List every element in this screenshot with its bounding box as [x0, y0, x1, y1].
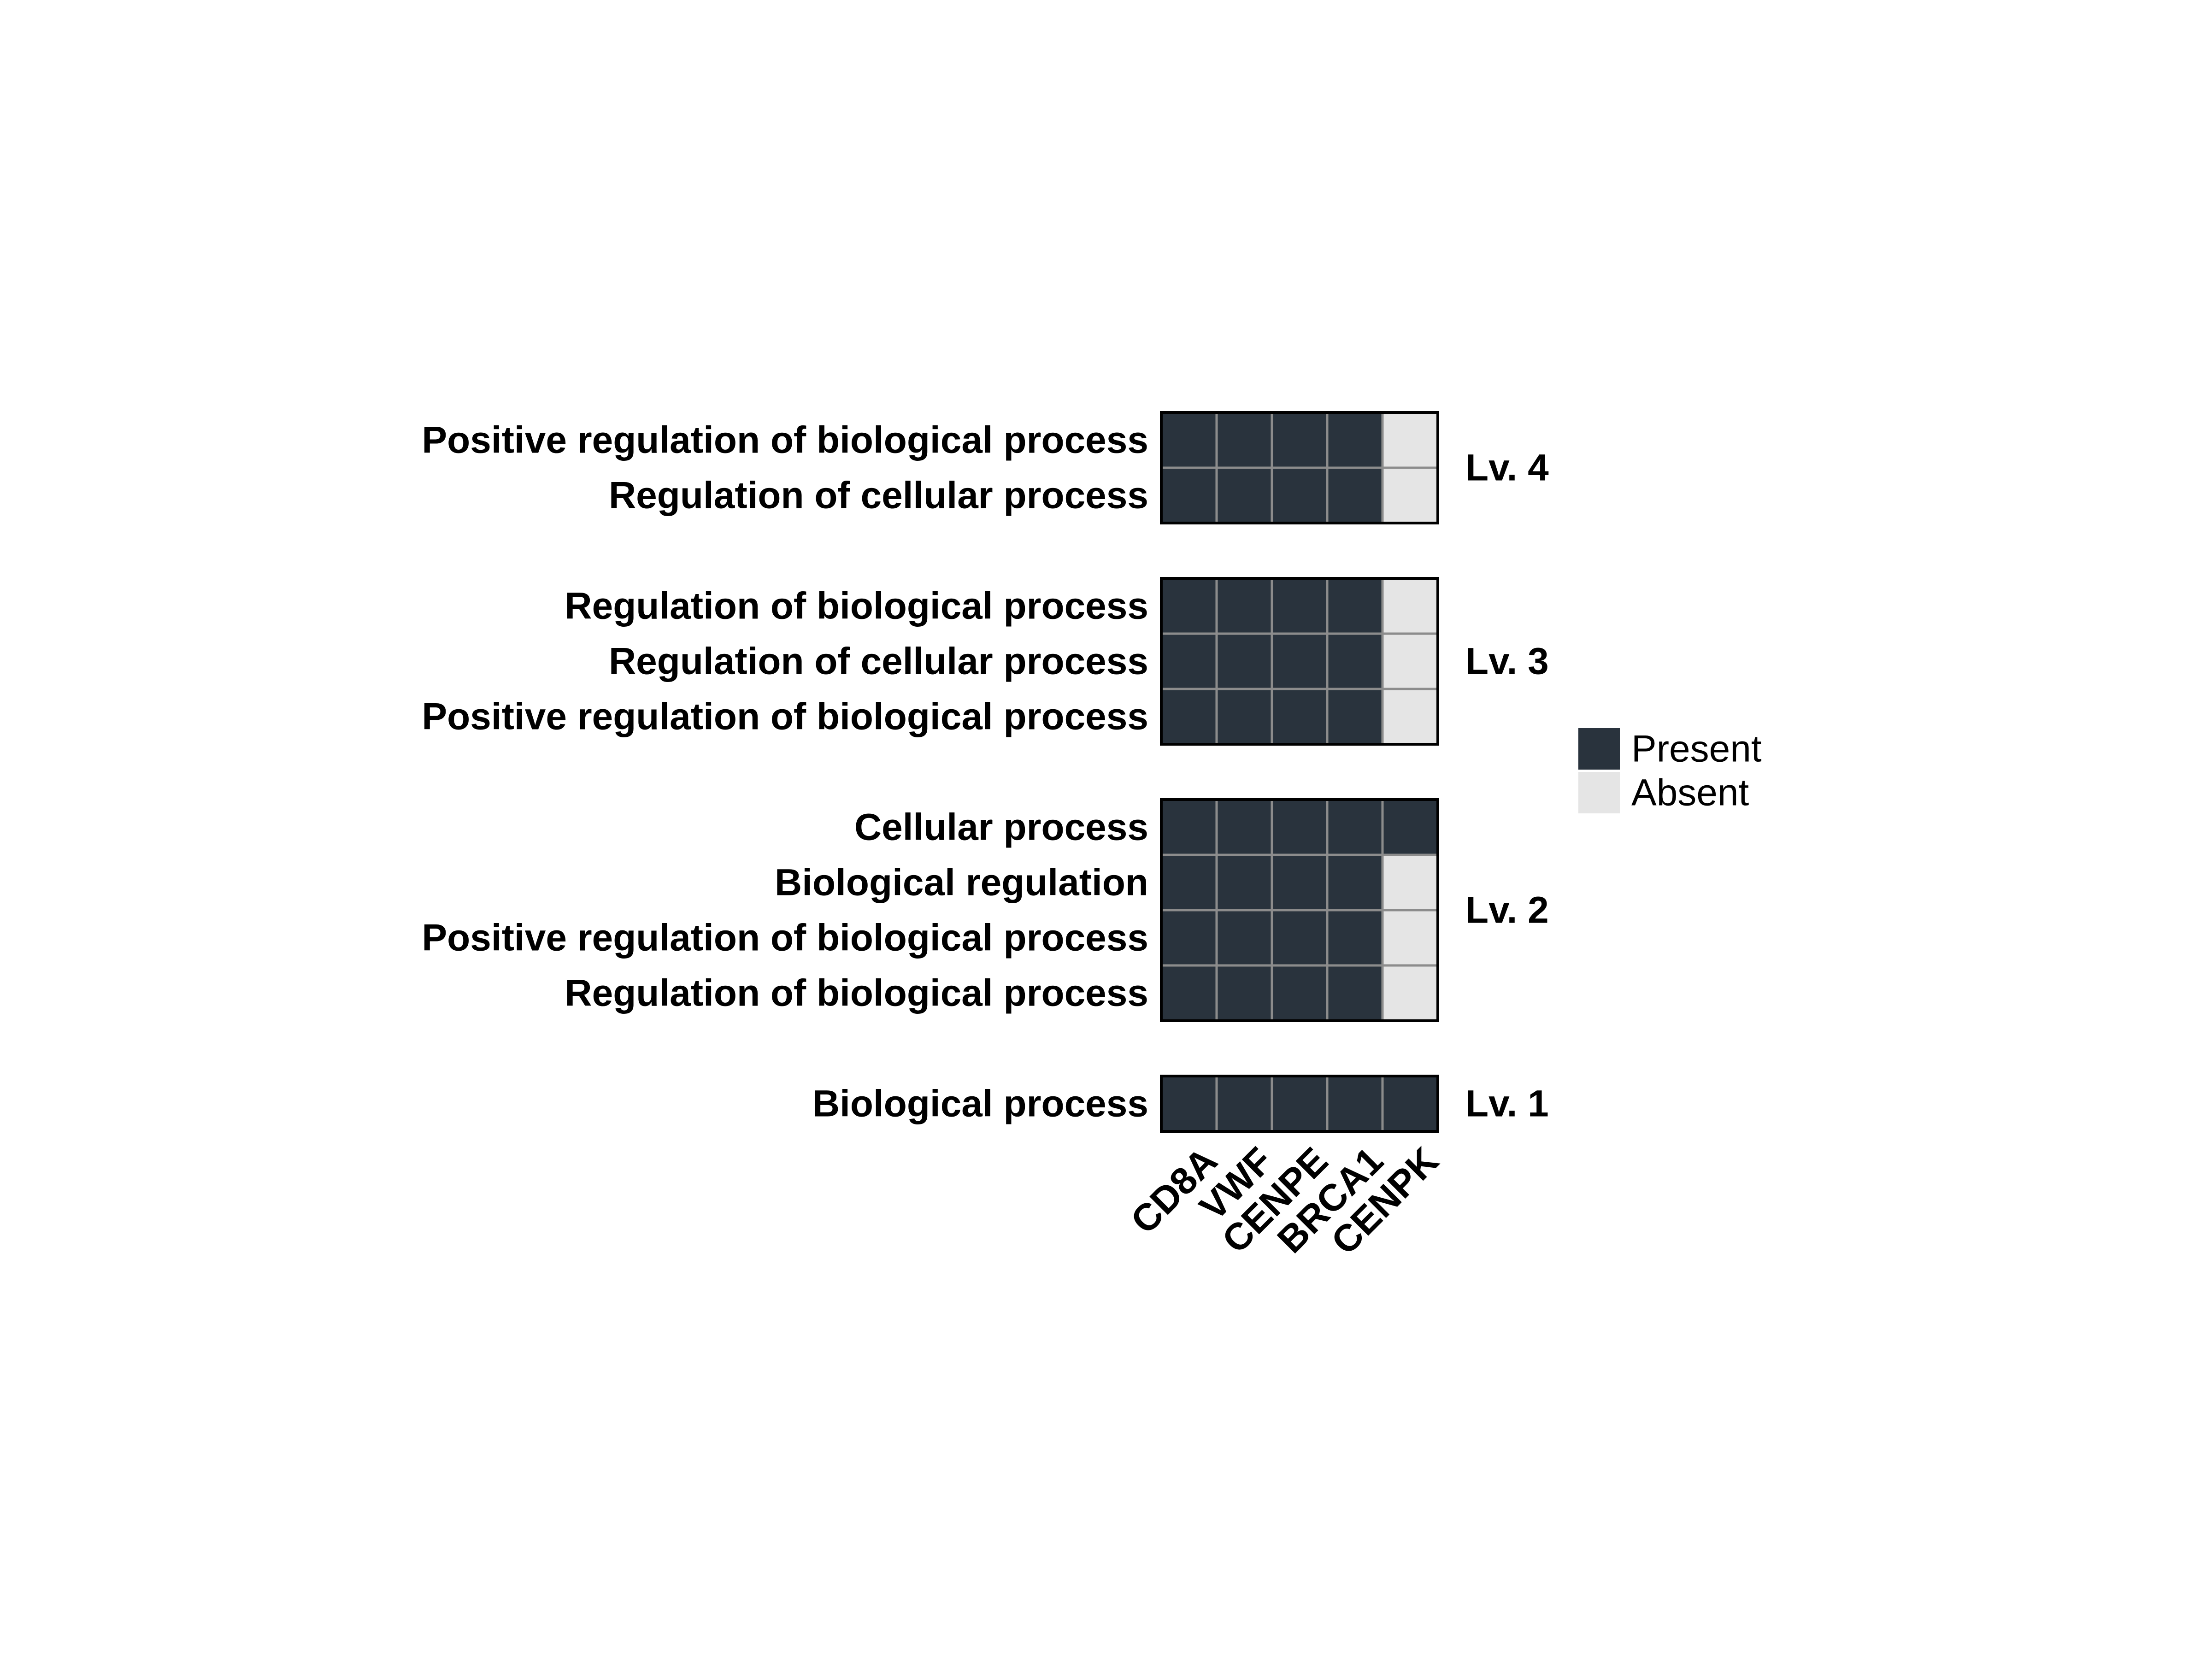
group-2: Cellular process Biological regulation Pos…: [422, 798, 1549, 1022]
heatmap-cell: [1326, 632, 1384, 690]
heatmap-cell: [1381, 853, 1439, 912]
heatmap-cell: [1381, 466, 1439, 524]
heatmap-cell: [1381, 964, 1439, 1022]
group-border: [1160, 1075, 1439, 1133]
heatmap-cell: [1160, 632, 1218, 690]
level-label: Lv. 1: [1465, 1083, 1549, 1125]
legend-label: Absent: [1631, 772, 1749, 814]
legend-label: Present: [1631, 728, 1762, 770]
row-label: Biological regulation: [775, 862, 1148, 904]
heatmap-cell: [1215, 466, 1273, 524]
level-label: Lv. 3: [1465, 641, 1549, 682]
heatmap-cell: [1215, 577, 1273, 635]
level-label: Lv. 2: [1465, 889, 1549, 931]
heatmap-cell: [1326, 411, 1384, 469]
heatmap-cell: [1215, 1075, 1273, 1133]
heatmap-cell: [1326, 466, 1384, 524]
group-3: Biological process Lv. 1: [812, 1075, 1549, 1133]
heatmap-cell: [1160, 964, 1218, 1022]
legend-swatch-present: [1578, 728, 1620, 770]
heatmap-cell: [1160, 688, 1218, 746]
heatmap-cell: [1326, 1075, 1384, 1133]
heatmap-cell: [1271, 798, 1329, 856]
group-border: [1160, 411, 1439, 524]
heatmap-cell: [1271, 688, 1329, 746]
heatmap-cell: [1215, 909, 1273, 967]
heatmap-cell: [1215, 964, 1273, 1022]
heatmap-cell: [1215, 853, 1273, 912]
heatmap-cell: [1160, 1075, 1218, 1133]
heatmap-cell: [1160, 577, 1218, 635]
heatmap-cell: [1381, 798, 1439, 856]
row-label: Positive regulation of biological proces…: [422, 419, 1148, 461]
group-border: [1160, 577, 1439, 746]
heatmap-cell: [1271, 964, 1329, 1022]
row-label: Regulation of cellular process: [609, 641, 1148, 682]
row-label: Regulation of biological process: [565, 972, 1148, 1014]
heatmap-cell: [1326, 964, 1384, 1022]
heatmap-cell: [1271, 909, 1329, 967]
legend-swatch-absent: [1578, 772, 1620, 813]
heatmap-cell: [1215, 411, 1273, 469]
level-label: Lv. 4: [1465, 447, 1549, 489]
heatmap-cell: [1381, 688, 1439, 746]
row-label: Regulation of cellular process: [609, 475, 1148, 517]
group-0: Positive regulation of biological proces…: [422, 411, 1549, 524]
heatmap-cell: [1215, 632, 1273, 690]
heatmap-cell: [1326, 798, 1384, 856]
row-label: Positive regulation of biological proces…: [422, 696, 1148, 738]
heatmap-cell: [1215, 798, 1273, 856]
row-label: Cellular process: [854, 806, 1148, 848]
heatmap-cell: [1326, 853, 1384, 912]
heatmap-cell: [1160, 466, 1218, 524]
heatmap-cell: [1215, 688, 1273, 746]
heatmap-cell: [1381, 411, 1439, 469]
heatmap-cell: [1326, 577, 1384, 635]
heatmap-cell: [1160, 798, 1218, 856]
heatmap-cell: [1381, 577, 1439, 635]
row-label: Positive regulation of biological proces…: [422, 917, 1148, 959]
heatmap-cell: [1381, 632, 1439, 690]
row-label: Regulation of biological process: [565, 585, 1148, 627]
heatmap-cell: [1326, 909, 1384, 967]
row-label: Biological process: [812, 1083, 1148, 1125]
heatmap-cell: [1160, 853, 1218, 912]
heatmap-cell: [1271, 466, 1329, 524]
heatmap-cell: [1271, 411, 1329, 469]
heatmap-cell: [1160, 909, 1218, 967]
group-border: [1160, 798, 1439, 1022]
heatmap-cell: [1381, 909, 1439, 967]
heatmap-cell: [1271, 853, 1329, 912]
heatmap-cell: [1326, 688, 1384, 746]
heatmap-cell: [1271, 577, 1329, 635]
heatmap-cell: [1271, 632, 1329, 690]
heatmap-cell: [1160, 411, 1218, 469]
group-1: Regulation of biological process Regulati…: [422, 577, 1549, 746]
heatmap-cell: [1381, 1075, 1439, 1133]
heatmap-cell: [1271, 1075, 1329, 1133]
